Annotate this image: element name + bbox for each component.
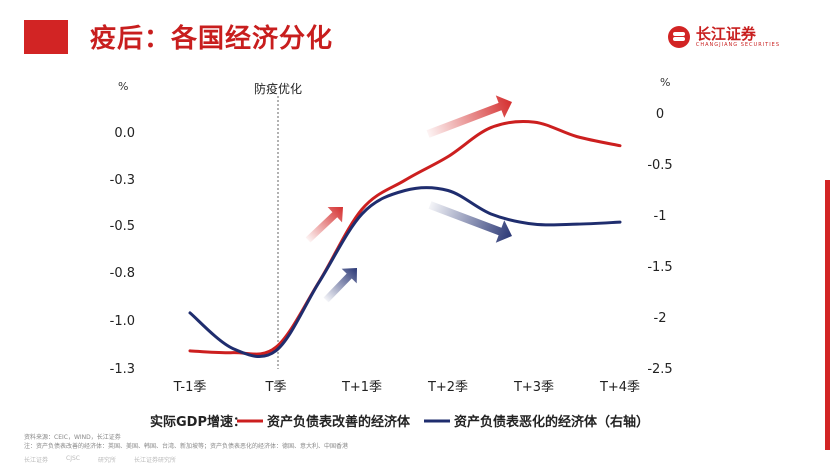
footer-notes: 资料来源：CEIC，WIND，长江证券 注：资产负债表改善的经济体：英国、美国、… <box>24 433 348 451</box>
logo-name: 长江证券 <box>695 25 756 43</box>
trend-arrow-up-red <box>426 95 512 138</box>
right-axis-tick: -2 <box>654 311 667 326</box>
annotation-label: 防疫优化 <box>254 81 302 96</box>
left-axis-tick: -0.3 <box>110 173 135 188</box>
left-axis-tick: 0.0 <box>114 126 135 141</box>
source-note: 资料来源：CEIC，WIND，长江证券 <box>24 434 121 441</box>
right-axis-unit: % <box>660 76 670 89</box>
title-accent-bar <box>24 20 68 54</box>
left-axis-tick: -1.3 <box>110 362 135 377</box>
bottom-bar: 长江证券 CJSC 研究所 长江证券研究所 <box>24 455 176 464</box>
trend-arrow-up-navy <box>323 268 357 303</box>
trend-arrow-down-navy <box>428 201 512 243</box>
company-logo: 长江证券 CHANGJIANG SECURITIES <box>667 25 780 48</box>
x-axis-label: T+3季 <box>513 380 554 395</box>
right-axis-tick: 0 <box>656 107 664 122</box>
bottom-bar-item: 长江证券研究所 <box>134 457 177 464</box>
bottom-bar-item: CJSC <box>66 455 80 462</box>
right-axis-tick: -0.5 <box>647 158 672 173</box>
legend-label: 资产负债表恶化的经济体（右轴） <box>454 414 649 430</box>
legend-label: 资产负债表改善的经济体 <box>267 414 411 430</box>
footnote: 注：资产负债表改善的经济体：英国、美国、韩国、台湾、新加坡等；资产负债表恶化的经… <box>24 443 349 450</box>
side-accent-strip <box>825 180 830 450</box>
right-axis-tick: -1.5 <box>647 260 672 275</box>
right-axis-tick: -1 <box>654 209 667 224</box>
left-axis-tick: -0.8 <box>110 266 135 281</box>
left-axis-tick: -1.0 <box>110 314 135 329</box>
x-axis-label: T+4季 <box>599 380 640 395</box>
logo-icon <box>667 26 690 48</box>
trend-arrow-up-red <box>305 207 343 243</box>
legend-prefix: 实际GDP增速： <box>150 414 246 430</box>
bottom-bar-item: 长江证券 <box>24 457 49 464</box>
series-line-improved <box>188 120 622 356</box>
x-axis-label: T-1季 <box>173 380 207 395</box>
x-axis-label: T季 <box>265 380 287 395</box>
left-axis-tick: -0.5 <box>110 219 135 234</box>
bottom-bar-item: 研究所 <box>97 457 116 464</box>
left-axis-unit: % <box>118 80 128 93</box>
series-line-deteriorated <box>188 186 622 359</box>
page-title: 疫后：各国经济分化 <box>90 24 334 54</box>
x-axis-label: T+1季 <box>341 380 382 395</box>
x-axis-label: T+2季 <box>427 380 468 395</box>
right-axis-tick: -2.5 <box>647 362 672 377</box>
logo-subtitle: CHANGJIANG SECURITIES <box>695 42 780 48</box>
